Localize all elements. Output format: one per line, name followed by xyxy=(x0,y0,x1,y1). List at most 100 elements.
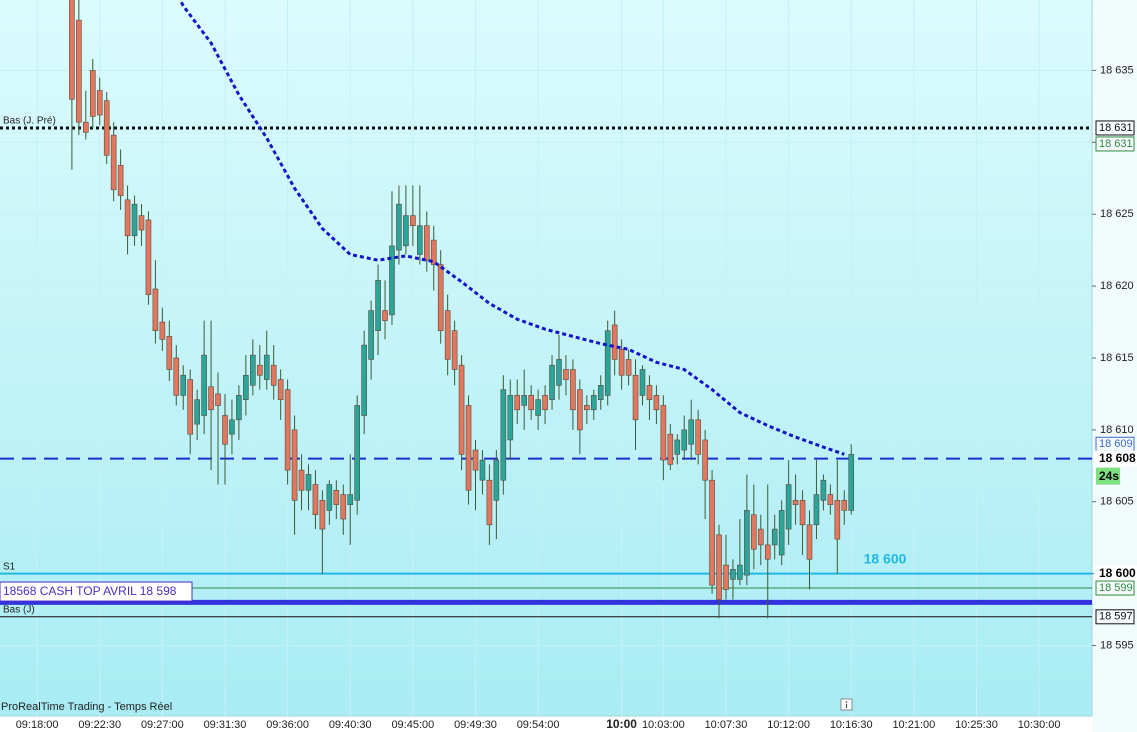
price-tag: 18 631 xyxy=(1099,122,1133,134)
x-tick-label: 10:03:00 xyxy=(642,719,685,731)
candle-body xyxy=(403,215,409,247)
price-tag-box xyxy=(1094,450,1137,467)
y-tick-label: 18 605 xyxy=(1100,496,1134,508)
price-tag: 18 608 xyxy=(1099,451,1136,465)
candle-body xyxy=(479,459,486,481)
x-tick-label: 10:07:30 xyxy=(705,719,748,731)
candle-body xyxy=(757,528,764,546)
candle-body xyxy=(604,330,611,396)
candle-body xyxy=(646,385,653,400)
countdown-box xyxy=(1096,467,1120,485)
candle-body xyxy=(410,215,416,227)
candle-body xyxy=(256,364,263,376)
price-tag: 18 600 xyxy=(1099,566,1136,580)
candle-body xyxy=(792,500,799,505)
candle-body xyxy=(799,500,806,526)
candle-body xyxy=(667,433,674,465)
plot-area xyxy=(0,0,1092,619)
candle-body xyxy=(347,494,354,505)
candle-body xyxy=(472,449,479,471)
x-tick-label: 10:16:30 xyxy=(830,719,873,731)
candle-body xyxy=(597,385,604,400)
candle-body xyxy=(507,395,514,441)
candle-body xyxy=(611,324,618,360)
x-tick-label: 09:54:00 xyxy=(517,719,560,731)
price-tag-box xyxy=(1095,120,1135,136)
x-tick-label: 10:30:00 xyxy=(1018,719,1061,731)
candle-body xyxy=(333,489,340,505)
candle-body xyxy=(458,364,465,455)
time-axis-background xyxy=(0,716,1092,732)
candle-body xyxy=(437,264,444,331)
candle-body xyxy=(243,374,249,400)
candle-body xyxy=(785,484,792,530)
candle-body xyxy=(319,500,326,530)
candle-body xyxy=(430,239,437,265)
candle-body xyxy=(563,369,569,380)
level-label: Bas (J) xyxy=(3,604,35,615)
candle-body xyxy=(577,389,583,431)
candle-body xyxy=(423,225,430,261)
candle-body xyxy=(444,310,451,360)
candle-body xyxy=(841,500,848,511)
candle-body xyxy=(89,70,96,117)
candle-body xyxy=(764,544,771,560)
x-tick-label: 09:22:30 xyxy=(78,719,121,731)
candle-body xyxy=(382,310,388,321)
candle-body xyxy=(152,288,159,331)
candle-body xyxy=(625,359,632,376)
x-tick-label: 09:36:00 xyxy=(266,719,309,731)
price-tag: 18 631 xyxy=(1099,138,1133,150)
candle-body xyxy=(542,395,548,411)
candle-body xyxy=(173,357,180,396)
candle-body xyxy=(229,419,235,435)
candle-body xyxy=(96,90,103,116)
info-icon[interactable] xyxy=(840,698,853,711)
y-tick-label: 18 615 xyxy=(1100,352,1134,364)
price-tag-box xyxy=(1095,136,1135,152)
candle-body xyxy=(291,429,298,501)
candle-body xyxy=(514,395,521,411)
candle-body xyxy=(549,364,555,400)
candle-body xyxy=(556,359,562,386)
price-tag: 18 609 xyxy=(1099,438,1133,450)
candle-body xyxy=(521,395,527,406)
candle-body xyxy=(695,419,701,455)
candle-body xyxy=(730,569,736,580)
y-tick-label: 18 610 xyxy=(1100,424,1134,436)
candle-body xyxy=(590,395,597,411)
price-tag-box xyxy=(1095,580,1135,596)
price-tag-box xyxy=(1094,565,1137,582)
candle-body xyxy=(681,429,688,451)
candle-body xyxy=(194,399,200,425)
candle-body xyxy=(827,494,834,505)
candle-body xyxy=(389,245,395,316)
candle-body xyxy=(528,395,534,411)
candle-body xyxy=(848,454,855,511)
candle-body xyxy=(716,534,722,600)
overlay: 09:18:00 09:22:30 09:27:00 09:31:30 09:36:00… xyxy=(0,64,1137,731)
source-label: ProRealTime Trading - Temps Réel xyxy=(1,701,172,713)
candle-body xyxy=(375,280,381,331)
candle-body xyxy=(688,419,694,445)
candle-body xyxy=(535,399,541,416)
candle-body xyxy=(76,19,82,123)
candle-body xyxy=(660,405,667,461)
candle-body xyxy=(236,395,242,421)
candle-body xyxy=(709,479,715,586)
candle-body xyxy=(834,500,841,540)
level-label: Bas (J. Pré) xyxy=(3,116,56,127)
candle-body xyxy=(751,514,757,550)
x-tick-label: 09:45:00 xyxy=(391,719,434,731)
candle-body xyxy=(737,564,743,580)
candle-body xyxy=(326,484,333,511)
candle-body xyxy=(180,374,187,396)
candle-body xyxy=(166,336,173,370)
candle-body xyxy=(486,479,493,526)
x-tick-label: 09:40:30 xyxy=(329,719,372,731)
candle-body xyxy=(124,199,131,237)
candle-body xyxy=(263,354,270,380)
candle-body xyxy=(305,474,312,491)
info-icon-dot xyxy=(845,701,848,703)
